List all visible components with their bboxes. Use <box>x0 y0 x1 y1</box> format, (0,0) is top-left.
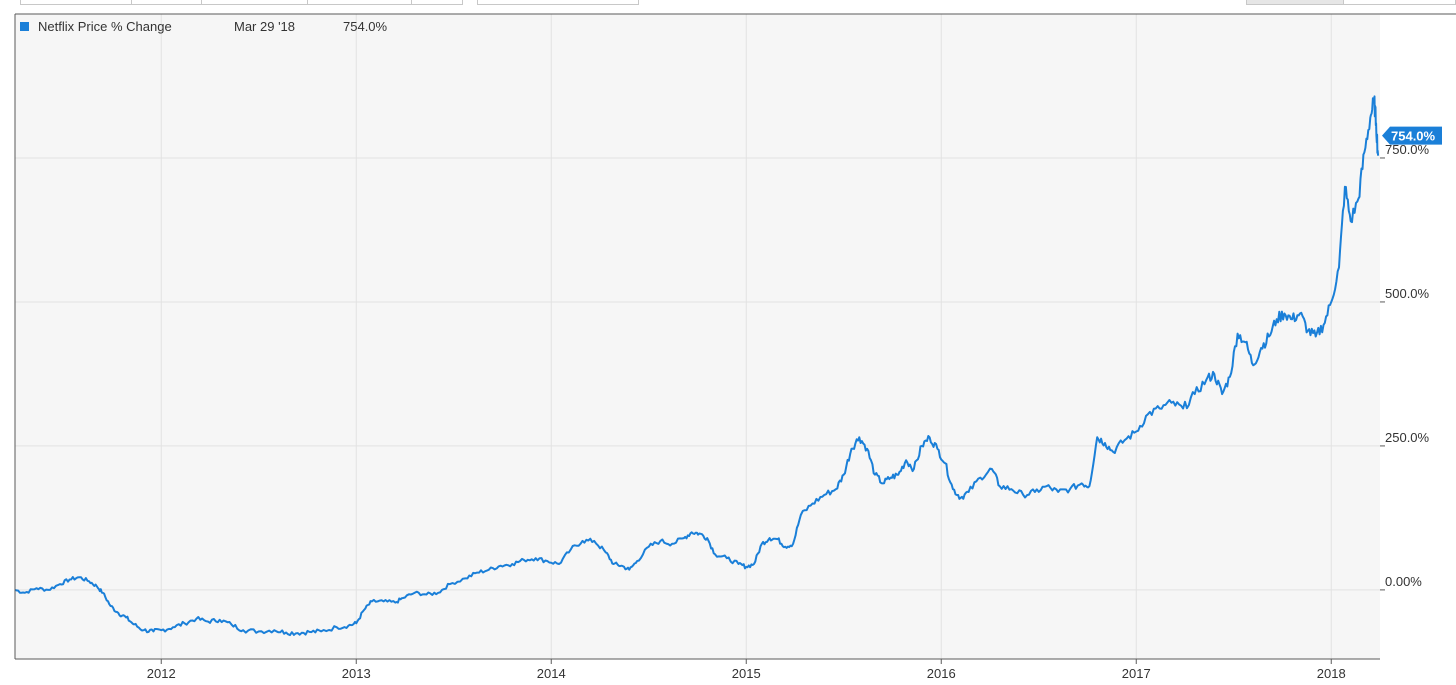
toolbar-button[interactable] <box>477 0 639 5</box>
toolbar <box>0 0 1456 6</box>
legend-swatch <box>20 21 29 31</box>
grid <box>15 14 1380 659</box>
y-tick-label: 500.0% <box>1385 286 1430 301</box>
legend-value: 754.0% <box>343 18 388 34</box>
series-line-netflix <box>14 95 1380 637</box>
x-tick-label: 2015 <box>732 666 761 681</box>
x-tick-label: 2017 <box>1122 666 1151 681</box>
legend: Netflix Price % Change Mar 29 '18 754.0% <box>20 17 387 35</box>
y-tick-label: 250.0% <box>1385 430 1430 445</box>
plot-area <box>15 14 1380 659</box>
y-tick-label: 750.0% <box>1385 142 1430 157</box>
x-tick-label: 2012 <box>147 666 176 681</box>
y-tick-label: 0.00% <box>1385 574 1422 589</box>
x-tick-label: 2014 <box>537 666 566 681</box>
legend-series-name: Netflix Price % Change <box>38 18 172 34</box>
toolbar-button[interactable] <box>411 0 463 5</box>
x-tick-label: 2016 <box>927 666 956 681</box>
x-axis: 2012 2013 2014 2015 2016 2017 2018 <box>147 659 1346 681</box>
end-value-label: 754.0% <box>1391 129 1436 144</box>
x-tick-label: 2018 <box>1317 666 1346 681</box>
end-value-marker-bg <box>1382 126 1442 145</box>
x-tick-label: 2013 <box>342 666 371 681</box>
end-value-marker: 754.0% <box>1382 126 1442 145</box>
legend-date: Mar 29 '18 <box>234 18 296 34</box>
y-axis: 0.00% 250.0% 500.0% 750.0% <box>1380 142 1430 591</box>
